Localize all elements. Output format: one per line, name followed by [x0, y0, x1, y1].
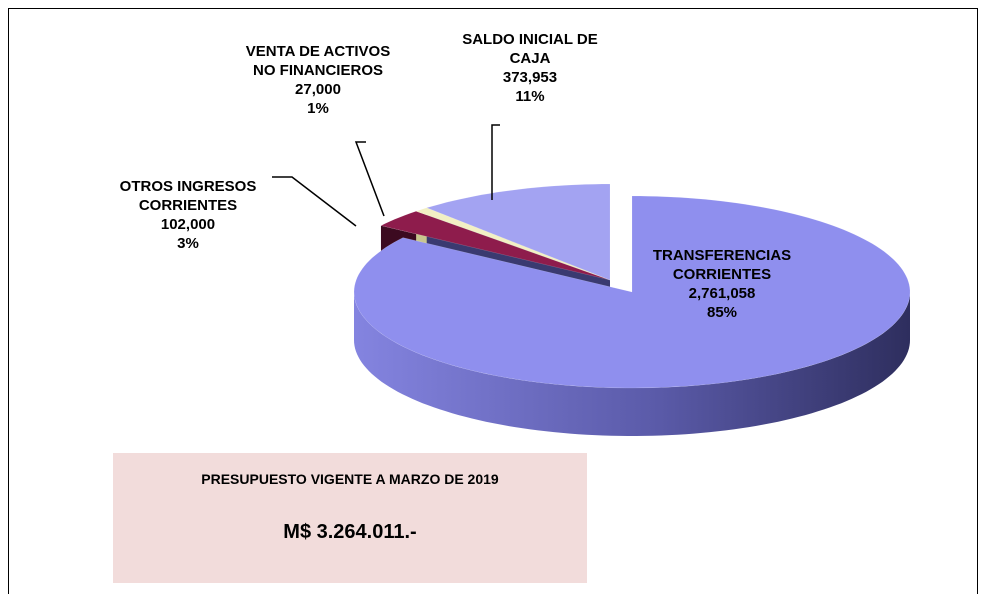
pie: [353, 183, 911, 436]
leader-line: [491, 124, 500, 200]
category-label: VENTA DE ACTIVOS NO FINANCIEROS: [245, 43, 391, 79]
box-title: PRESUPUESTO VIGENTE A MARZO DE 2019: [201, 471, 499, 487]
box-value: M$ 3.264.011.-: [283, 521, 417, 543]
percent-label: 3%: [177, 235, 199, 252]
slice: [353, 195, 911, 389]
data-label: VENTA DE ACTIVOS NO FINANCIEROS 27,000 1%: [233, 42, 403, 118]
value-label: 27,000: [295, 81, 341, 98]
category-label: OTROS INGRESOS CORRIENTES: [119, 178, 257, 214]
data-label: OTROS INGRESOS CORRIENTES 102,000 3%: [103, 177, 273, 253]
slice-side: [354, 292, 910, 436]
data-label: TRANSFERENCIAS CORRIENTES 2,761,058 85%: [622, 246, 822, 322]
summary-box: PRESUPUESTO VIGENTE A MARZO DE 2019 M$ 3…: [113, 453, 587, 583]
slice: [415, 207, 611, 281]
slice: [380, 210, 611, 281]
value-label: 102,000: [160, 216, 216, 233]
leader-line: [272, 176, 357, 227]
slice: [425, 183, 611, 281]
category-label: TRANSFERENCIAS CORRIENTES: [652, 247, 792, 283]
percent-label: 1%: [307, 100, 329, 117]
leader-line: [354, 141, 385, 217]
category-label: SALDO INICIAL DE CAJA: [462, 31, 598, 67]
data-label: SALDO INICIAL DE CAJA 373,953 11%: [440, 30, 620, 106]
frame: [8, 8, 978, 594]
percent-label: 85%: [706, 304, 738, 321]
percent-label: 11%: [515, 88, 545, 105]
value-label: 2,761,058: [688, 285, 756, 302]
value-label: 373,953: [502, 69, 558, 86]
